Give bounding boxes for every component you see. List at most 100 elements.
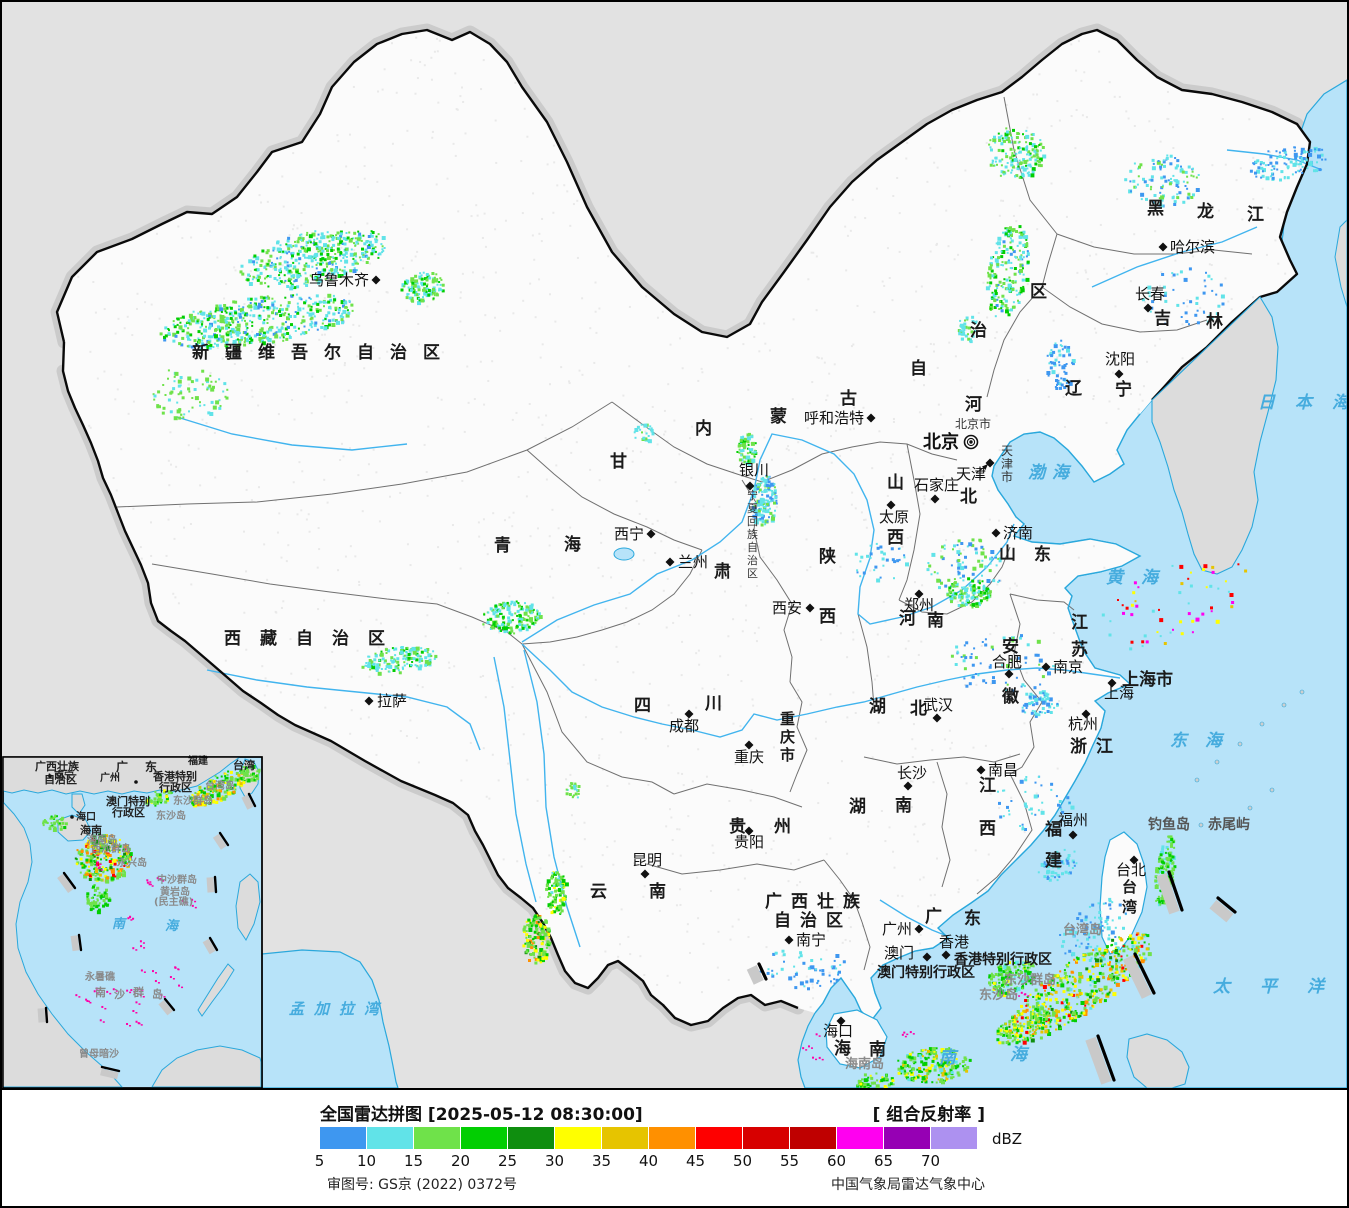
city-marker (1004, 669, 1014, 679)
province-label: 庆 (780, 728, 795, 746)
province-label: 龙 (1196, 201, 1214, 222)
inset-label: 西沙群岛 (91, 842, 131, 855)
place-label: 津 (1001, 457, 1013, 471)
place-label: 天 (1001, 444, 1013, 458)
province-label: 西藏自治区 (224, 628, 404, 649)
province-label: 治 (970, 320, 987, 341)
echo-cluster (189, 769, 249, 808)
city-marker (1041, 662, 1051, 672)
city-marker (932, 713, 942, 723)
city-marker (1114, 369, 1124, 379)
province-label: 浙 (1070, 736, 1087, 757)
map-canvas: 内蒙古自治区黑龙江吉 林辽 宁河北山西山 东河 南陕西甘肃青 海新疆维吾尔自治区西藏自治区… (2, 2, 1347, 1088)
city-marker (941, 950, 951, 960)
province-label: 贵 (729, 816, 746, 837)
province-label: 吉 (1154, 309, 1171, 329)
inset-label: 黄岩岛 (160, 885, 190, 898)
inset-label: 台湾岛 (205, 779, 235, 792)
korea-landmass (1151, 296, 1279, 575)
echo-cluster (565, 782, 581, 799)
echo-cluster (988, 127, 1047, 179)
city-marker (866, 413, 876, 423)
inset-label: 永兴岛 (116, 856, 147, 869)
island-label: 钓鱼岛 (1148, 816, 1190, 833)
colorbar-tick: 45 (685, 1152, 706, 1170)
city-label: 台北 (1116, 861, 1146, 879)
city-marker (914, 589, 924, 599)
inset-label: 广 (116, 759, 128, 774)
province-label: 江 (979, 776, 996, 796)
province-label: 山 (999, 544, 1016, 564)
province-label: 湾 (1122, 898, 1137, 916)
inset-city-dot (48, 774, 52, 778)
reflectivity-colorbar (320, 1127, 978, 1149)
island-label: 海南岛 (845, 1056, 884, 1072)
colorbar-tick: 55 (779, 1152, 800, 1170)
city-marker (976, 765, 986, 775)
island-label: 东沙岛 (979, 987, 1018, 1003)
colorbar-tick: 5 (314, 1152, 325, 1170)
inset-label: 南 (95, 985, 106, 999)
city-label: 香港 (939, 933, 969, 951)
echo-cluster (856, 1072, 895, 1088)
echo-cluster (985, 225, 1030, 318)
inset-label: 海南岛 (87, 833, 117, 846)
colorbar-tick: 10 (356, 1152, 377, 1170)
echo-cluster (42, 814, 68, 832)
city-label: 呼和浩特 (804, 409, 864, 427)
province-label: 古 (840, 388, 857, 409)
echo-cluster (239, 764, 261, 783)
echo-cluster (145, 789, 173, 807)
city-marker (684, 709, 694, 719)
city-label: 银川 (739, 461, 769, 479)
city-label: 南宁 (796, 931, 826, 949)
city-label: 南京 (1053, 658, 1083, 676)
city-label: 西宁 (614, 525, 644, 543)
echo-cluster (522, 914, 552, 965)
province-label: 四 (634, 696, 651, 716)
place-label: 自 (747, 541, 758, 554)
city-label: 海口 (823, 1022, 853, 1040)
province-label: 广 (925, 906, 942, 927)
city-marker (991, 528, 1001, 538)
city-marker (886, 500, 896, 510)
sea-label: 海 (1010, 1045, 1030, 1065)
inset-echo-layer (42, 764, 261, 915)
province-label: 区 (1030, 282, 1047, 302)
echo-cluster (997, 775, 1075, 831)
province-label: 新疆维吾尔自治区 (192, 342, 456, 363)
province-label: 河 (965, 395, 982, 415)
colorbar-swatch (696, 1127, 743, 1149)
city-marker (646, 529, 656, 539)
city-marker (914, 924, 924, 934)
echo-cluster (1037, 848, 1078, 882)
sea-label: 南 (939, 1048, 959, 1068)
unit-label: dBZ (992, 1130, 1023, 1148)
province-label: 南 (649, 881, 666, 902)
inset-label: 南宁 (54, 769, 74, 782)
city-label: 南昌 (988, 761, 1018, 779)
colorbar-tick: 65 (873, 1152, 894, 1170)
colorbar-swatch (414, 1127, 461, 1149)
province-label: 北 (910, 699, 927, 719)
place-label: 宁 (747, 488, 758, 502)
inset-label: 广西壮族 (35, 759, 80, 773)
inset-label: 行政区 (111, 805, 145, 819)
product-name: [ 组合反射率 ] (872, 1105, 985, 1125)
colorbar-tick: 50 (732, 1152, 753, 1170)
echo-cluster (950, 634, 1057, 693)
rivers (176, 149, 1323, 948)
province-label: 云 (590, 882, 607, 902)
province-label: 湖 (849, 797, 866, 817)
city-label: 济南 (1003, 524, 1033, 542)
city-marker (364, 696, 374, 706)
city-marker (744, 740, 754, 750)
echo-cluster (750, 474, 778, 527)
sea-label: 渤海 (1028, 463, 1076, 483)
province-label: 福 (1044, 819, 1062, 840)
city-marker (1158, 242, 1168, 252)
echo-layer (152, 127, 1327, 1088)
province-label: 自治区 (774, 910, 852, 931)
